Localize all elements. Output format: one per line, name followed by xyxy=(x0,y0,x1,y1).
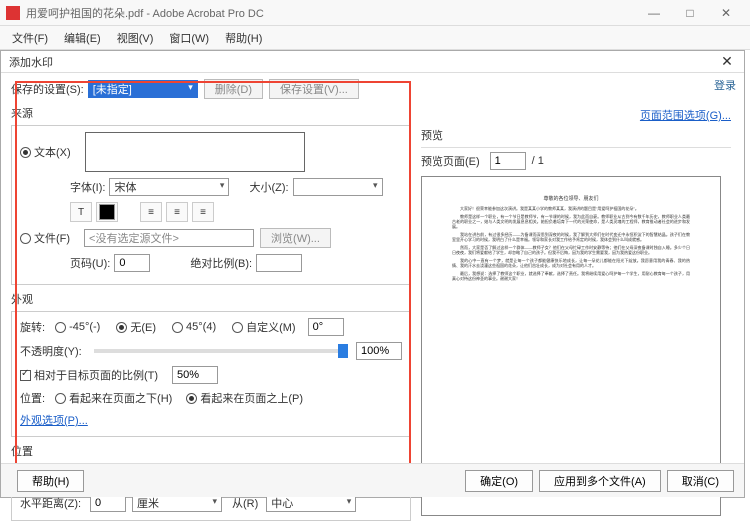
dialog-close-icon[interactable]: ✕ xyxy=(718,53,736,70)
save-settings-button[interactable]: 保存设置(V)... xyxy=(269,79,359,99)
pos-above-label: 看起来在页面之上(P) xyxy=(200,390,303,406)
rot-none-radio[interactable] xyxy=(116,322,127,333)
text-radio[interactable] xyxy=(20,147,31,158)
opacity-spin[interactable] xyxy=(356,342,402,360)
rot-none-label: 无(E) xyxy=(130,319,156,335)
add-watermark-dialog: 添加水印 ✕ 登录 保存的设置(S): [未指定] 删除(D) 保存设置(V).… xyxy=(0,50,745,498)
location-section-title: 位置 xyxy=(11,443,411,459)
rel-scale-check[interactable] xyxy=(20,370,31,381)
rel-scale-spin[interactable] xyxy=(172,366,218,384)
apply-multiple-button[interactable]: 应用到多个文件(A) xyxy=(539,470,661,492)
preview-total: / 1 xyxy=(532,155,544,167)
color-button[interactable] xyxy=(96,202,118,222)
file-radio-label: 文件(F) xyxy=(34,230,70,246)
rot-custom-label: 自定义(M) xyxy=(246,319,296,335)
pos-behind-label: 看起来在页面之下(H) xyxy=(69,390,172,406)
rot-neg45-label: -45°(-) xyxy=(69,321,100,333)
help-button[interactable]: 帮助(H) xyxy=(17,470,84,492)
rot-custom-radio[interactable] xyxy=(232,322,243,333)
menu-view[interactable]: 视图(V) xyxy=(109,30,162,46)
position-label: 位置: xyxy=(20,390,45,406)
dialog-footer: 帮助(H) 确定(O) 应用到多个文件(A) 取消(C) xyxy=(1,463,744,497)
menu-file[interactable]: 文件(F) xyxy=(4,30,56,46)
saved-settings-combo[interactable]: [未指定] xyxy=(88,80,198,98)
page-range-link[interactable]: 页面范围选项(G)... xyxy=(640,110,731,122)
file-path-field: <没有选定源文件> xyxy=(84,229,254,247)
hdist-from-label: 从(R) xyxy=(232,495,258,511)
ok-button[interactable]: 确定(O) xyxy=(465,470,533,492)
preview-panel: 页面范围选项(G)... 预览 预览页面(E) / 1 尊敬的各位领导、朋友们 … xyxy=(421,107,731,516)
maximize-button[interactable]: □ xyxy=(672,2,708,24)
align-left-button[interactable]: ≡ xyxy=(140,202,162,222)
color-swatch xyxy=(99,204,115,220)
rel-scale-label: 相对于目标页面的比例(T) xyxy=(34,367,158,383)
source-section-title: 来源 xyxy=(11,105,411,121)
size-combo[interactable] xyxy=(293,178,383,196)
align-center-button[interactable]: ≡ xyxy=(166,202,188,222)
rotate-label: 旋转: xyxy=(20,319,45,335)
watermark-text-input[interactable] xyxy=(85,132,305,172)
appearance-section-title: 外观 xyxy=(11,291,411,307)
page-num-spin[interactable] xyxy=(114,254,150,272)
source-box: 文本(X) 字体(I): 宋体 大小(Z): T ≡ ≡ ≡ xyxy=(11,125,411,285)
align-right-button[interactable]: ≡ xyxy=(192,202,214,222)
opacity-slider[interactable] xyxy=(94,349,348,353)
browse-button[interactable]: 浏览(W)... xyxy=(260,228,331,248)
menu-bar: 文件(F) 编辑(E) 视图(V) 窗口(W) 帮助(H) xyxy=(0,26,750,50)
dialog-title: 添加水印 xyxy=(9,54,718,70)
abs-scale-spin[interactable] xyxy=(256,254,302,272)
preview-page-content: 尊敬的各位领导、朋友们 大家好！很荣幸能参加这次演讲。我是某某小学的教师某某，我… xyxy=(452,197,690,495)
underline-button[interactable]: T xyxy=(70,202,92,222)
rot-custom-spin[interactable] xyxy=(308,318,344,336)
abs-scale-label: 绝对比例(B): xyxy=(190,255,252,271)
font-label: 字体(I): xyxy=(70,179,105,195)
slider-thumb[interactable] xyxy=(338,344,348,358)
menu-window[interactable]: 窗口(W) xyxy=(161,30,217,46)
preview-title: 预览 xyxy=(421,127,731,143)
rot-neg45-radio[interactable] xyxy=(55,322,66,333)
page-num-label: 页码(U): xyxy=(70,255,110,271)
saved-settings-label: 保存的设置(S): xyxy=(11,81,84,97)
window-title: 用爱呵护祖国的花朵.pdf - Adobe Acrobat Pro DC xyxy=(26,5,636,21)
pos-above-radio[interactable] xyxy=(186,393,197,404)
preview-page-spin[interactable] xyxy=(490,152,526,170)
delete-button[interactable]: 删除(D) xyxy=(204,79,263,99)
appearance-box: 旋转: -45°(-) 无(E) 45°(4) 自定义(M) 不透明度(Y): … xyxy=(11,311,411,437)
app-icon xyxy=(6,6,20,20)
preview-page-label: 预览页面(E) xyxy=(421,153,480,169)
title-bar: 用爱呵护祖国的花朵.pdf - Adobe Acrobat Pro DC ― □… xyxy=(0,0,750,26)
login-link[interactable]: 登录 xyxy=(714,77,736,93)
font-combo[interactable]: 宋体 xyxy=(109,178,229,196)
hdist-label: 水平距离(Z): xyxy=(20,495,86,511)
menu-help[interactable]: 帮助(H) xyxy=(217,30,270,46)
file-radio[interactable] xyxy=(20,233,31,244)
size-label: 大小(Z): xyxy=(249,179,288,195)
rot-45-label: 45°(4) xyxy=(186,321,216,333)
rot-45-radio[interactable] xyxy=(172,322,183,333)
close-button[interactable]: ✕ xyxy=(708,2,744,24)
appearance-options-link[interactable]: 外观选项(P)... xyxy=(20,412,88,428)
menu-edit[interactable]: 编辑(E) xyxy=(56,30,109,46)
minimize-button[interactable]: ― xyxy=(636,2,672,24)
text-radio-label: 文本(X) xyxy=(34,144,71,160)
dialog-header: 添加水印 ✕ xyxy=(1,51,744,73)
pos-behind-radio[interactable] xyxy=(55,393,66,404)
cancel-button[interactable]: 取消(C) xyxy=(667,470,734,492)
opacity-label: 不透明度(Y): xyxy=(20,343,82,359)
